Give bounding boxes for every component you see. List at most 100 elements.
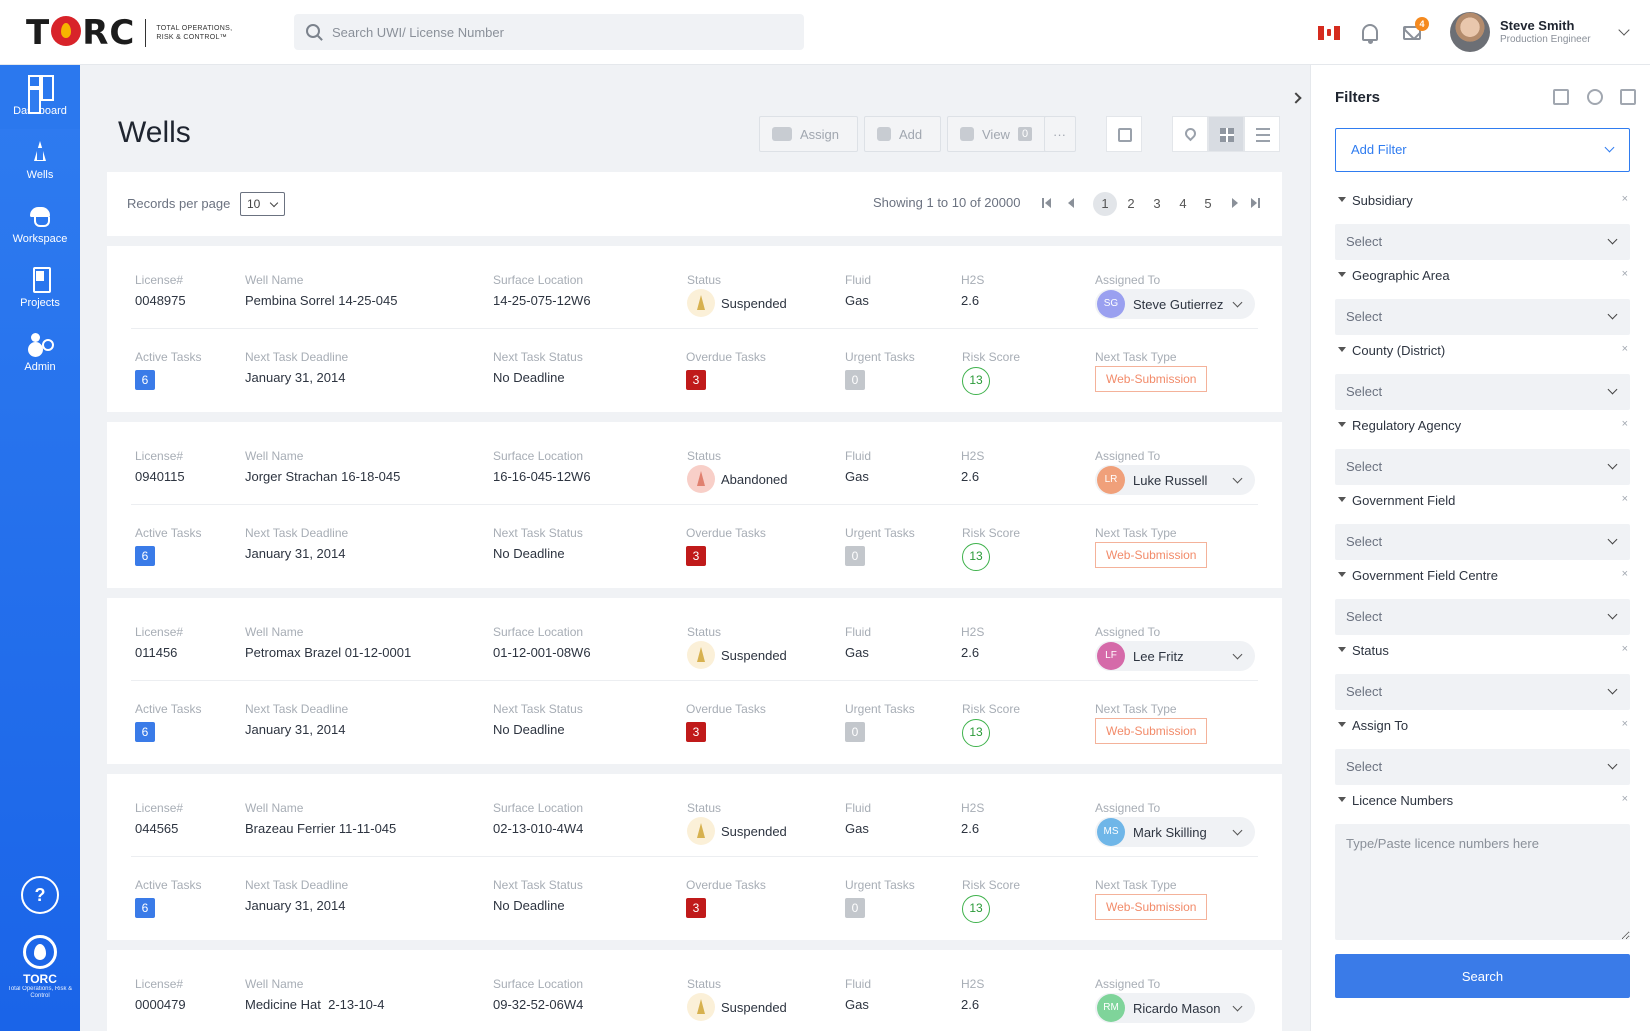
filter-select[interactable]: Select bbox=[1335, 299, 1630, 335]
showing-count: Showing 1 to 10 of 20000 bbox=[873, 195, 1021, 210]
prev-page-icon[interactable] bbox=[1065, 198, 1075, 208]
remove-filter-icon[interactable]: × bbox=[1621, 793, 1628, 805]
hard-hat-icon bbox=[28, 203, 52, 227]
fluid-value: Gas bbox=[845, 645, 869, 660]
remove-filter-icon[interactable]: × bbox=[1621, 343, 1628, 355]
chevron-down-icon[interactable] bbox=[1618, 24, 1630, 36]
well-card[interactable]: License# 0000479 Well Name Medicine Hat 2-… bbox=[107, 950, 1282, 1031]
well-card[interactable]: License# 044565 Well Name Brazeau Ferrier … bbox=[107, 774, 1282, 940]
next-task-type-tag[interactable]: Web-Submission bbox=[1095, 542, 1208, 568]
filter-select[interactable]: Select bbox=[1335, 749, 1630, 785]
page-2[interactable]: 2 bbox=[1127, 196, 1135, 211]
license-number: 0940115 bbox=[135, 469, 185, 484]
remove-filter-icon[interactable]: × bbox=[1621, 643, 1628, 655]
save-icon[interactable] bbox=[1620, 89, 1636, 105]
license-number: 011456 bbox=[135, 645, 178, 660]
page-5[interactable]: 5 bbox=[1204, 196, 1212, 211]
next-page-icon[interactable] bbox=[1231, 198, 1241, 208]
next-task-type-tag[interactable]: Web-Submission bbox=[1095, 366, 1208, 392]
assignee-dropdown[interactable]: LR Luke Russell bbox=[1095, 465, 1255, 495]
page-1[interactable]: 1 bbox=[1093, 192, 1117, 216]
page-4[interactable]: 4 bbox=[1179, 196, 1187, 211]
licence-numbers-textarea[interactable] bbox=[1335, 824, 1630, 940]
well-card[interactable]: License# 0940115 Well Name Jorger Strachan… bbox=[107, 422, 1282, 588]
filter-label[interactable]: Government Field Centre × bbox=[1335, 568, 1630, 586]
remove-filter-icon[interactable]: × bbox=[1621, 568, 1628, 580]
filter-select[interactable]: Select bbox=[1335, 374, 1630, 410]
remove-filter-icon[interactable]: × bbox=[1621, 268, 1628, 280]
filter-label[interactable]: Subsidiary × bbox=[1335, 193, 1630, 211]
torc-logo[interactable]: T RC TOTAL OPERATIONS, RISK & CONTROL™ bbox=[26, 16, 236, 50]
grid-view-button[interactable] bbox=[1208, 116, 1244, 152]
help-button[interactable]: ? bbox=[21, 876, 59, 914]
filter-subsidiary: Subsidiary × Select bbox=[1335, 193, 1630, 260]
add-button[interactable]: Add bbox=[864, 116, 941, 152]
user-avatar[interactable] bbox=[1450, 12, 1490, 52]
bell-icon[interactable] bbox=[1362, 24, 1378, 44]
well-card[interactable]: License# 0048975 Well Name Pembina Sorrel … bbox=[107, 246, 1282, 412]
filter-label[interactable]: Government Field × bbox=[1335, 493, 1630, 511]
well-name[interactable]: Medicine Hat 2-13-10-4 bbox=[245, 997, 385, 1012]
filter-label[interactable]: County (District) × bbox=[1335, 343, 1630, 361]
urgent-tasks-badge: 0 bbox=[845, 370, 865, 390]
assignee-dropdown[interactable]: LF Lee Fritz bbox=[1095, 641, 1255, 671]
filter-label[interactable]: Status × bbox=[1335, 643, 1630, 661]
remove-filter-icon[interactable]: × bbox=[1621, 193, 1628, 205]
search-input[interactable] bbox=[332, 24, 804, 40]
add-filter-dropdown[interactable]: Add Filter bbox=[1335, 128, 1630, 172]
well-name[interactable]: Pembina Sorrel 14-25-045 bbox=[245, 293, 398, 308]
nav-item-admin[interactable]: Admin bbox=[0, 321, 80, 385]
filter-label[interactable]: Assign To × bbox=[1335, 718, 1630, 736]
well-name[interactable]: Petromax Brazel 01-12-0001 bbox=[245, 645, 412, 660]
last-page-icon[interactable] bbox=[1250, 198, 1260, 208]
filter-label[interactable]: Licence Numbers × bbox=[1335, 793, 1630, 811]
filter-select[interactable]: Select bbox=[1335, 599, 1630, 635]
assignee-dropdown[interactable]: MS Mark Skilling bbox=[1095, 817, 1255, 847]
filter-select[interactable]: Select bbox=[1335, 524, 1630, 560]
export-excel-button[interactable] bbox=[1106, 116, 1142, 152]
user-name[interactable]: Steve Smith bbox=[1500, 18, 1575, 33]
search-box[interactable] bbox=[294, 14, 804, 50]
add-well-icon bbox=[877, 127, 891, 141]
collapse-panel-chevron-icon[interactable] bbox=[1290, 92, 1302, 104]
well-name[interactable]: Jorger Strachan 16-18-045 bbox=[245, 469, 401, 484]
search-button[interactable]: Search bbox=[1335, 954, 1630, 998]
assign-button[interactable]: Assign bbox=[759, 116, 858, 152]
remove-filter-icon[interactable]: × bbox=[1621, 718, 1628, 730]
remove-filter-icon[interactable]: × bbox=[1621, 493, 1628, 505]
filter-select[interactable]: Select bbox=[1335, 224, 1630, 260]
filter-label[interactable]: Geographic Area × bbox=[1335, 268, 1630, 286]
overdue-tasks-badge: 3 bbox=[686, 546, 706, 566]
sliders-icon[interactable] bbox=[1587, 89, 1603, 105]
clear-filter-icon[interactable] bbox=[1553, 89, 1569, 105]
nav-item-dashboard[interactable]: Dashboard bbox=[0, 65, 80, 129]
assignee-dropdown[interactable]: RM Ricardo Mason bbox=[1095, 993, 1255, 1023]
active-tasks-badge: 6 bbox=[135, 722, 155, 742]
next-deadline: January 31, 2014 bbox=[245, 722, 346, 737]
surface-location: 14-25-075-12W6 bbox=[493, 293, 591, 308]
filter-label[interactable]: Regulatory Agency × bbox=[1335, 418, 1630, 436]
page-3[interactable]: 3 bbox=[1153, 196, 1161, 211]
first-page-icon[interactable] bbox=[1042, 198, 1052, 208]
view-button[interactable]: View 0 bbox=[947, 116, 1050, 152]
status-value: Suspended bbox=[721, 647, 787, 663]
canada-flag-icon[interactable] bbox=[1318, 26, 1340, 40]
filter-select[interactable]: Select bbox=[1335, 674, 1630, 710]
avatar: LF bbox=[1097, 642, 1125, 670]
next-task-type-tag[interactable]: Web-Submission bbox=[1095, 718, 1208, 744]
remove-filter-icon[interactable]: × bbox=[1621, 418, 1628, 430]
next-task-type-tag[interactable]: Web-Submission bbox=[1095, 894, 1208, 920]
users-icon bbox=[772, 127, 792, 141]
more-button[interactable]: ··· bbox=[1044, 116, 1076, 152]
nav-item-wells[interactable]: Wells bbox=[0, 129, 80, 193]
records-per-page-select[interactable]: 10 bbox=[240, 192, 285, 216]
well-name[interactable]: Brazeau Ferrier 11-11-045 bbox=[245, 821, 397, 836]
assignee-dropdown[interactable]: SG Steve Gutierrez bbox=[1095, 289, 1255, 319]
well-card[interactable]: License# 011456 Well Name Petromax Brazel … bbox=[107, 598, 1282, 764]
nav-item-workspace[interactable]: Workspace bbox=[0, 193, 80, 257]
list-view-button[interactable] bbox=[1244, 116, 1280, 152]
nav-item-projects[interactable]: Projects bbox=[0, 257, 80, 321]
map-view-button[interactable] bbox=[1172, 116, 1208, 152]
filter-select[interactable]: Select bbox=[1335, 449, 1630, 485]
mail-icon[interactable] bbox=[1403, 26, 1421, 40]
